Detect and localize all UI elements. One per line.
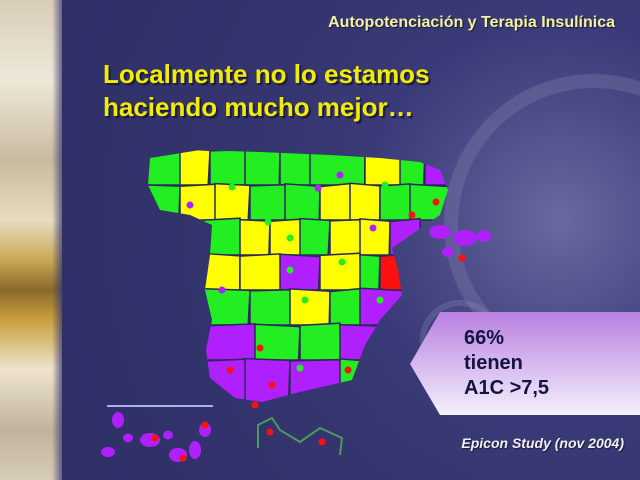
province [148, 183, 181, 221]
province-marker [151, 434, 159, 442]
province [179, 183, 218, 221]
province [359, 253, 381, 291]
canary-outline [257, 416, 344, 456]
province [269, 218, 303, 256]
callout-label: tienen [464, 352, 523, 374]
province-marker [218, 286, 226, 294]
province-marker [316, 336, 324, 344]
province-marker [251, 401, 259, 409]
island [101, 447, 115, 457]
province-marker [228, 236, 236, 244]
province-marker [264, 218, 272, 226]
province-marker [201, 421, 209, 429]
province-marker [336, 171, 344, 179]
island [477, 230, 491, 242]
province-marker [376, 296, 384, 304]
province-marker [458, 254, 466, 262]
province-marker [301, 296, 309, 304]
province [284, 183, 321, 221]
province [209, 150, 247, 186]
callout-box: 66% tienen A1C >7,5 [410, 312, 640, 415]
island [163, 430, 173, 440]
province [199, 217, 242, 256]
divider-line [107, 405, 213, 407]
callout-metric: A1C >7,5 [464, 377, 550, 399]
province-marker [386, 274, 394, 282]
province-marker [266, 428, 274, 436]
province-marker [432, 198, 440, 206]
province-marker [186, 201, 194, 209]
province [289, 288, 331, 326]
province-marker [369, 224, 377, 232]
callout-arrow-shape [410, 312, 640, 415]
province-marker [344, 366, 352, 374]
province [244, 150, 281, 186]
province [199, 358, 248, 402]
province-marker [314, 221, 322, 229]
province-marker [286, 266, 294, 274]
province-markers [151, 171, 466, 462]
province-marker [381, 181, 389, 189]
province [199, 323, 257, 361]
province [339, 323, 381, 361]
title-line-2: haciendo mucho mejor… [103, 92, 414, 122]
flower-image [0, 0, 62, 480]
callout-percent: 66% [464, 327, 505, 349]
province [239, 218, 271, 256]
province [349, 182, 381, 221]
province-marker [226, 366, 234, 374]
province-marker [256, 344, 264, 352]
province [329, 218, 362, 256]
province [409, 183, 448, 221]
province-marker [346, 296, 354, 304]
province [279, 150, 312, 186]
province [249, 288, 292, 326]
province-marker [268, 381, 276, 389]
province-marker [338, 258, 346, 266]
province [379, 253, 413, 291]
province-marker [258, 191, 266, 199]
island [453, 230, 477, 246]
province [339, 358, 371, 402]
province [199, 252, 241, 291]
island [442, 247, 454, 257]
province [254, 323, 301, 361]
province [359, 218, 391, 256]
province [179, 150, 211, 186]
island [429, 225, 451, 239]
province [309, 150, 366, 186]
province [364, 150, 402, 186]
province [399, 150, 426, 186]
province-marker [232, 308, 240, 316]
provinces [148, 150, 448, 402]
province [424, 150, 448, 186]
source-citation: Epicon Study (nov 2004) [461, 435, 624, 451]
province [319, 252, 362, 291]
island [123, 433, 133, 443]
province-marker [314, 184, 322, 192]
title-line-1: Localmente no lo estamos [103, 59, 430, 89]
province [244, 357, 291, 402]
province-marker [408, 211, 416, 219]
province-marker [228, 183, 236, 191]
province [379, 183, 412, 221]
island [112, 412, 124, 428]
island [189, 441, 201, 459]
province-marker [318, 438, 326, 446]
province [199, 287, 251, 326]
slide-title: Localmente no lo estamos haciendo mucho … [103, 58, 430, 124]
province [359, 287, 411, 326]
province [389, 217, 422, 256]
province-marker [296, 364, 304, 372]
province-marker [286, 234, 294, 242]
province [148, 150, 183, 186]
province [249, 183, 287, 221]
slide-subtitle: Autopotenciación y Terapia Insulínica [328, 14, 615, 31]
province [319, 182, 352, 221]
province [279, 253, 321, 291]
province [239, 253, 282, 291]
province [329, 287, 362, 326]
province-marker [179, 454, 187, 462]
